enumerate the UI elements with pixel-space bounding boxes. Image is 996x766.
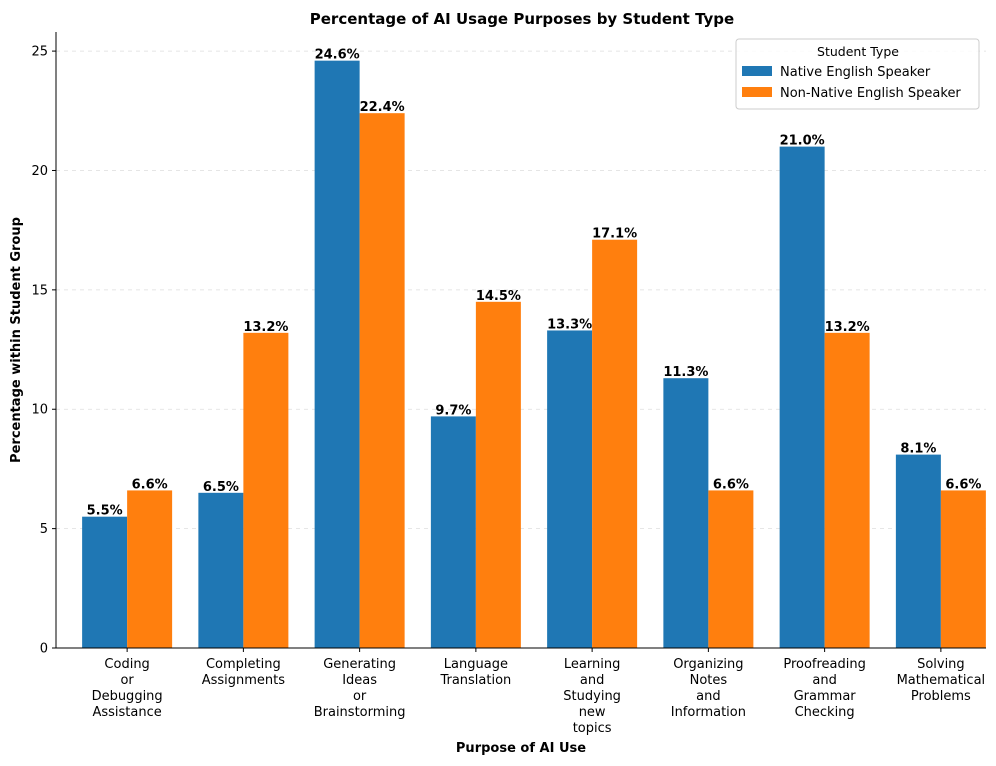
y-tick-label: 15 [31, 283, 48, 298]
bar-value-label: 17.1% [592, 227, 637, 242]
legend-swatch-native [742, 66, 772, 76]
x-tick-label: Translation [439, 673, 511, 688]
bar-value-label: 8.1% [900, 442, 936, 457]
x-tick-label: Information [671, 705, 746, 720]
legend-title: Student Type [817, 44, 899, 59]
x-tick-label: Generating [323, 657, 396, 672]
y-tick-label: 25 [31, 45, 48, 60]
chart-title: Percentage of AI Usage Purposes by Stude… [310, 10, 734, 28]
bar [940, 490, 986, 648]
bar-value-label: 13.2% [243, 320, 288, 335]
bar [708, 490, 754, 648]
y-tick-label: 20 [31, 164, 48, 179]
bar [430, 416, 476, 648]
bar-value-label: 9.7% [435, 403, 471, 418]
y-tick-label: 0 [40, 642, 48, 657]
legend-label-native: Native English Speaker [780, 65, 931, 80]
x-tick-label: Problems [911, 689, 971, 704]
legend: Student Type Native English Speaker Non-… [735, 38, 980, 110]
axes [55, 32, 986, 649]
bar [314, 60, 360, 648]
bar [475, 301, 521, 648]
bar [243, 332, 289, 648]
x-ticks: CodingorDebuggingAssistanceCompletingAss… [92, 648, 986, 736]
x-tick-label: Organizing [673, 657, 743, 672]
bar-value-label: 22.4% [360, 100, 405, 115]
bar-value-label: 14.5% [476, 289, 521, 304]
y-tick-label: 5 [40, 522, 48, 537]
bar [824, 332, 870, 648]
bar [779, 146, 825, 648]
y-tick-label: 10 [31, 403, 48, 418]
x-tick-label: Learning [564, 657, 620, 672]
x-tick-label: Debugging [92, 689, 163, 704]
bar [198, 492, 244, 648]
x-tick-label: Grammar [794, 689, 857, 704]
x-tick-label: Assistance [92, 705, 161, 720]
x-tick-label: and [580, 673, 604, 688]
x-tick-label: Checking [795, 705, 855, 720]
bar-value-label: 24.6% [315, 48, 360, 63]
bar-value-label: 6.5% [203, 480, 239, 495]
x-tick-label: Ideas [342, 673, 377, 688]
x-tick-label: or [353, 689, 367, 704]
x-tick-label: Notes [690, 673, 728, 688]
bar [663, 378, 709, 648]
x-tick-label: Solving [917, 657, 965, 672]
bar [895, 454, 941, 648]
bar [592, 239, 638, 648]
bar-value-label: 6.6% [713, 477, 749, 492]
bar-value-label: 6.6% [945, 477, 981, 492]
bar [547, 330, 593, 648]
x-tick-label: topics [573, 721, 612, 736]
bar [127, 490, 173, 648]
x-tick-label: Brainstorming [314, 705, 406, 720]
x-tick-label: new [579, 705, 606, 720]
data-labels: 5.5% 6.6% 6.5% 13.2% 24.6% 22.4% 9.7% 14.5% 13.3… [87, 48, 982, 519]
bar-value-label: 11.3% [663, 365, 708, 380]
x-tick-label: Coding [104, 657, 149, 672]
legend-label-non-native: Non-Native English Speaker [780, 86, 961, 101]
legend-swatch-non-native [742, 87, 772, 97]
bar-value-label: 13.2% [825, 320, 870, 335]
bars [82, 60, 986, 649]
bar-value-label: 5.5% [87, 504, 123, 519]
x-tick-label: Language [444, 657, 508, 672]
x-tick-label: and [812, 673, 836, 688]
y-axis-label: Percentage within Student Group [9, 217, 24, 463]
bar-value-label: 21.0% [780, 134, 825, 149]
x-tick-label: Mathematical [897, 673, 986, 688]
x-tick-label: Studying [563, 689, 621, 704]
bar-value-label: 13.3% [547, 317, 592, 332]
y-ticks: 0 5 10 15 20 25 [31, 45, 56, 657]
bar-value-label: 6.6% [132, 477, 168, 492]
x-tick-label: or [120, 673, 134, 688]
x-tick-label: Completing [206, 657, 281, 672]
bar [359, 113, 405, 649]
x-tick-label: and [696, 689, 720, 704]
x-axis-label: Purpose of AI Use [456, 741, 586, 756]
x-tick-label: Proofreading [783, 657, 866, 672]
legend-frame [735, 38, 980, 110]
x-tick-label: Assignments [202, 673, 286, 688]
bar [82, 516, 128, 648]
